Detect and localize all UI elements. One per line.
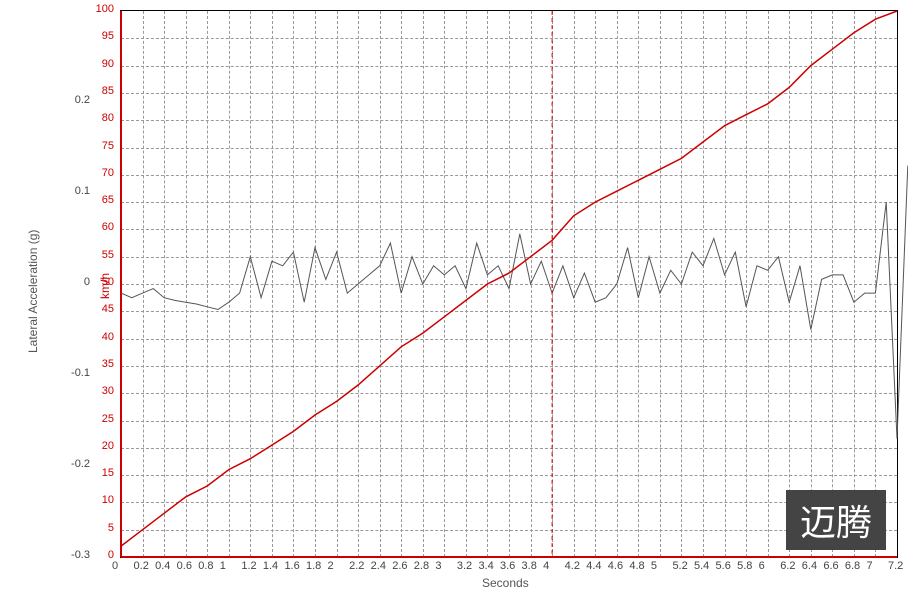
- y-right-tick-label: 55: [102, 249, 114, 261]
- y-right-tick-label: 40: [102, 331, 114, 343]
- y-right-tick-label: 0: [108, 549, 114, 561]
- y-left-tick-label: -0.2: [71, 458, 90, 470]
- x-tick-label: 1.8: [306, 560, 321, 572]
- y-right-tick-label: 45: [102, 303, 114, 315]
- x-tick-label: 3.6: [500, 560, 515, 572]
- y-left-tick-label: 0.2: [75, 94, 90, 106]
- x-tick-label: 5.8: [737, 560, 752, 572]
- x-tick-label: 2.6: [392, 560, 407, 572]
- x-tick-label: 2.2: [349, 560, 364, 572]
- x-tick-label: 7: [866, 560, 872, 572]
- x-tick-label: 1: [220, 560, 226, 572]
- y-left-tick-label: 0.1: [75, 185, 90, 197]
- y-right-tick-label: 95: [102, 30, 114, 42]
- y-right-tick-label: 15: [102, 467, 114, 479]
- x-tick-label: 4.6: [608, 560, 623, 572]
- series-speed: [121, 11, 897, 546]
- x-tick-label: 1.2: [241, 560, 256, 572]
- x-tick-label: 5.6: [716, 560, 731, 572]
- x-tick-label: 4.8: [629, 560, 644, 572]
- x-axis-label: Seconds: [482, 576, 529, 590]
- x-tick-label: 3.2: [457, 560, 472, 572]
- x-tick-label: 0.2: [134, 560, 149, 572]
- y-right-tick-label: 85: [102, 85, 114, 97]
- x-tick-label: 0.6: [177, 560, 192, 572]
- y-right-tick-label: 75: [102, 140, 114, 152]
- y-right-tick-label: 60: [102, 221, 114, 233]
- plot-svg: [121, 11, 897, 557]
- x-tick-label: 5.2: [672, 560, 687, 572]
- x-tick-label: 6.8: [845, 560, 860, 572]
- x-tick-label: 1.4: [263, 560, 278, 572]
- x-tick-label: 0: [112, 560, 118, 572]
- series-lateral_accel: [121, 166, 908, 439]
- y-right-tick-label: 100: [96, 3, 114, 15]
- y-right-tick-label: 65: [102, 194, 114, 206]
- y-right-tick-label: 10: [102, 494, 114, 506]
- x-tick-label: 2.8: [414, 560, 429, 572]
- y-right-tick-label: 50: [102, 276, 114, 288]
- x-tick-label: 4.4: [586, 560, 601, 572]
- x-tick-label: 5.4: [694, 560, 709, 572]
- x-tick-label: 0.8: [198, 560, 213, 572]
- dual-axis-line-chart: Lateral Acceleration (g) km/h Seconds 迈腾…: [0, 0, 908, 605]
- x-tick-label: 6.6: [823, 560, 838, 572]
- x-tick-label: 0.4: [155, 560, 170, 572]
- y-right-tick-label: 90: [102, 58, 114, 70]
- y-left-label: Lateral Acceleration (g): [26, 230, 40, 353]
- x-tick-label: 2: [328, 560, 334, 572]
- y-right-tick-label: 70: [102, 167, 114, 179]
- x-tick-label: 4.2: [565, 560, 580, 572]
- y-right-tick-label: 20: [102, 440, 114, 452]
- x-tick-label: 6.2: [780, 560, 795, 572]
- y-left-tick-label: 0: [84, 276, 90, 288]
- y-right-tick-label: 80: [102, 112, 114, 124]
- x-tick-label: 3.8: [522, 560, 537, 572]
- x-tick-label: 6.4: [802, 560, 817, 572]
- watermark-badge: 迈腾: [786, 490, 886, 550]
- x-tick-label: 3.4: [478, 560, 493, 572]
- x-tick-label: 1.6: [284, 560, 299, 572]
- x-tick-label: 2.4: [371, 560, 386, 572]
- y-right-tick-label: 35: [102, 358, 114, 370]
- y-left-tick-label: -0.1: [71, 367, 90, 379]
- y-right-tick-label: 25: [102, 413, 114, 425]
- y-right-tick-label: 30: [102, 385, 114, 397]
- x-tick-label: 4: [543, 560, 549, 572]
- x-tick-label: 5: [651, 560, 657, 572]
- y-left-tick-label: -0.3: [71, 549, 90, 561]
- x-tick-label: 3: [435, 560, 441, 572]
- plot-area: [120, 10, 898, 558]
- y-right-tick-label: 5: [108, 522, 114, 534]
- x-tick-label: 7.2: [888, 560, 903, 572]
- x-tick-label: 6: [759, 560, 765, 572]
